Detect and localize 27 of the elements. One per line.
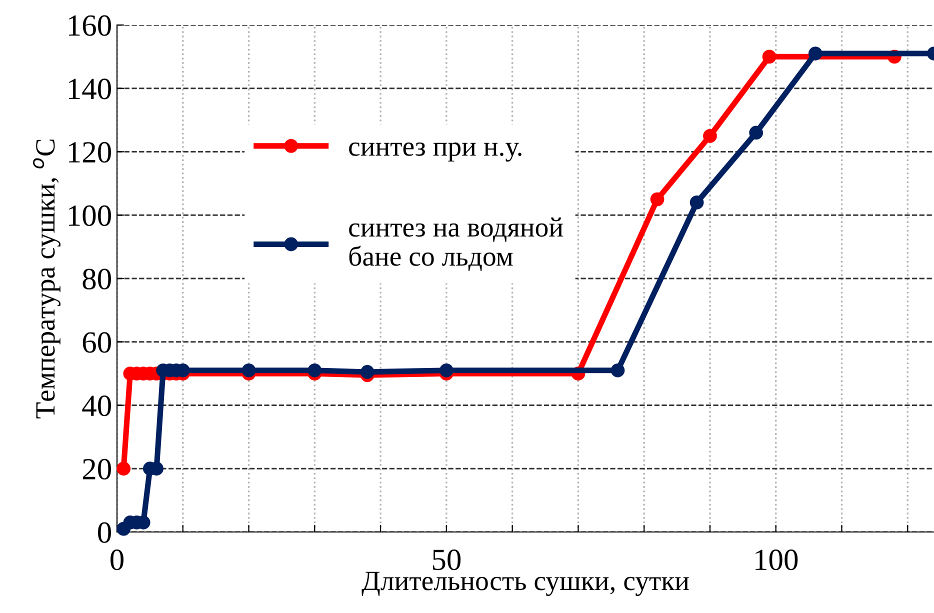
point — [116, 462, 131, 476]
y-tick-label: 0 — [98, 522, 111, 543]
legend-label: синтез при н.у. — [349, 142, 522, 162]
x-tick-label: 50 — [432, 550, 461, 570]
point — [242, 363, 256, 378]
point — [762, 50, 776, 64]
point — [439, 363, 454, 378]
point — [808, 46, 822, 60]
x-axis-title: Длительность сушки, сутки — [362, 572, 689, 596]
point — [610, 363, 625, 378]
point — [690, 196, 704, 210]
legend-label: синтез на водяной бане со льдом — [349, 217, 563, 271]
x-tick-label: 100 — [756, 550, 798, 570]
point — [650, 192, 664, 206]
y-tick-label: 120 — [68, 142, 111, 163]
y-tick-label: 60 — [82, 332, 111, 353]
point — [308, 363, 322, 378]
y-tick-label: 20 — [82, 458, 111, 480]
y-tick-label: 160 — [68, 15, 111, 36]
y-tick-label: 100 — [68, 205, 111, 226]
y-tick-label: 40 — [82, 396, 111, 416]
point — [749, 126, 764, 140]
point — [360, 365, 374, 379]
y-tick-label: 80 — [82, 268, 111, 290]
y-axis-title: Температура сушки, $^{o}$C — [32, 140, 60, 418]
y-tick-label: 140 — [68, 78, 111, 100]
point — [703, 128, 717, 143]
